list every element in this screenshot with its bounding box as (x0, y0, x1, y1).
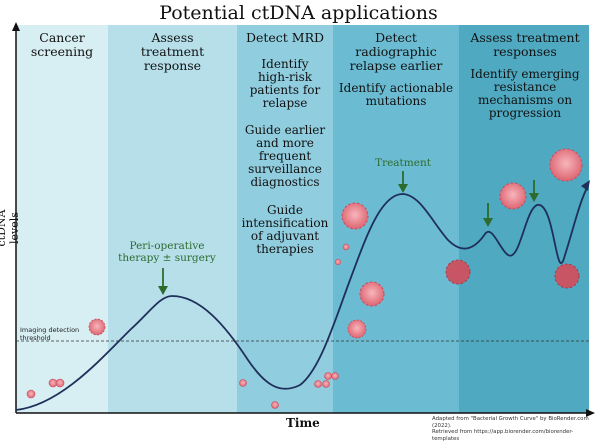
phase-band-mrd (237, 25, 333, 413)
item-line: relapse (262, 96, 308, 110)
phase-heading-relapse: Detect radiographic relapse earlier (333, 31, 459, 73)
tumor-cell-icon (88, 318, 106, 336)
x-axis-arrowhead (586, 409, 595, 417)
relapse-item-mutations: Identify actionable mutations (333, 82, 459, 108)
phase-band-response (108, 25, 237, 413)
phase-heading-line: Assess (151, 30, 194, 45)
item-line: surveillance (248, 162, 322, 176)
arrow-down-icon (529, 180, 539, 202)
phase-heading-line: Detect radiographic (355, 30, 437, 59)
ctdna-curve (15, 185, 589, 411)
item-line: diagnostics (250, 175, 320, 189)
phase-heading-screening: Cancer screening (16, 31, 108, 59)
label-line: therapy ± surgery (118, 252, 216, 264)
item-line: and more (256, 136, 314, 150)
phase-heading-line: Detect MRD (245, 30, 325, 45)
arrow-down-icon (483, 203, 493, 227)
label-line: Imaging detection (20, 326, 80, 334)
item-line: Guide (267, 203, 303, 217)
phase-heading-line: relapse earlier (349, 58, 443, 73)
item-line: Identify actionable (338, 81, 454, 95)
phase-heading-mrd: Detect MRD (237, 31, 333, 45)
mrd-item-high-risk: Identify high-risk patients for relapse (237, 58, 333, 110)
y-axis-arrowhead (12, 22, 20, 31)
tumor-cell-icon (271, 401, 279, 409)
tumor-cell-icon (554, 263, 580, 289)
item-line: progression (488, 106, 562, 120)
threshold-label: Imaging detection threshold (20, 326, 79, 342)
phase-heading-line: response (143, 58, 202, 73)
credit-text: Adapted from "Bacterial Growth Curve" by… (432, 416, 592, 442)
phase-heading-responses: Assess treatment responses (459, 31, 591, 59)
phase-heading-line: screening (30, 44, 94, 59)
item-line: Guide earlier (244, 123, 326, 137)
tumor-cell-icon (347, 319, 367, 339)
item-line: Identify (261, 57, 309, 71)
mrd-item-surveillance: Guide earlier and more frequent surveill… (237, 124, 333, 189)
tumor-cell-icon (549, 148, 583, 182)
credit-line: Adapted from "Bacterial Growth Curve" by… (432, 416, 589, 429)
diagram-canvas (12, 22, 595, 417)
phase-heading-line: responses (493, 44, 557, 59)
label-line: Peri-operative (129, 240, 205, 252)
phase-heading-line: Cancer (39, 30, 85, 45)
arrow-down-icon (398, 171, 408, 193)
tumor-cell-icon (334, 243, 350, 266)
tumor-cell-icon (26, 389, 36, 399)
tumor-cell-icon (499, 182, 527, 210)
phase-band-screening (16, 25, 108, 413)
phase-heading-response: Assess treatment response (108, 31, 237, 73)
phase-band-responses (459, 25, 589, 413)
item-line: intensification (241, 216, 329, 230)
tumor-cell-icon (314, 372, 339, 388)
item-line: Identify emerging (470, 67, 580, 81)
y-axis-label: ctDNA levels (0, 209, 21, 247)
phase-heading-line: treatment (140, 44, 205, 59)
diagram-title: Potential ctDNA applications (159, 2, 438, 24)
item-line: high-risk (257, 70, 313, 84)
perioperative-label: Peri-operative therapy ± surgery (112, 240, 222, 264)
curve-arrowhead (581, 180, 590, 191)
tumor-cell-icon (445, 259, 471, 285)
item-line: mechanisms on (477, 93, 573, 107)
phase-heading-line: Assess treatment (470, 30, 580, 45)
treatment-label: Treatment (375, 157, 431, 169)
responses-item-resistance: Identify emerging resistance mechanisms … (459, 68, 591, 120)
item-line: patients for (249, 83, 321, 97)
mrd-item-intensification: Guide intensification of adjuvant therap… (237, 204, 333, 256)
item-line: resistance (493, 80, 557, 94)
x-axis-label: Time (286, 416, 320, 430)
item-line: mutations (365, 94, 427, 108)
tumor-cell-icon (48, 378, 65, 388)
item-line: of adjuvant (250, 229, 320, 243)
credit-line: Retrieved from https://app.biorender.com… (432, 429, 574, 442)
tumor-cell-icon (239, 379, 247, 387)
item-line: frequent (258, 149, 312, 163)
item-line: therapies (256, 242, 314, 256)
tumor-cell-icon (359, 281, 385, 307)
tumor-cell-icon (341, 202, 369, 230)
arrow-down-icon (158, 268, 168, 295)
label-line: threshold (20, 334, 51, 342)
